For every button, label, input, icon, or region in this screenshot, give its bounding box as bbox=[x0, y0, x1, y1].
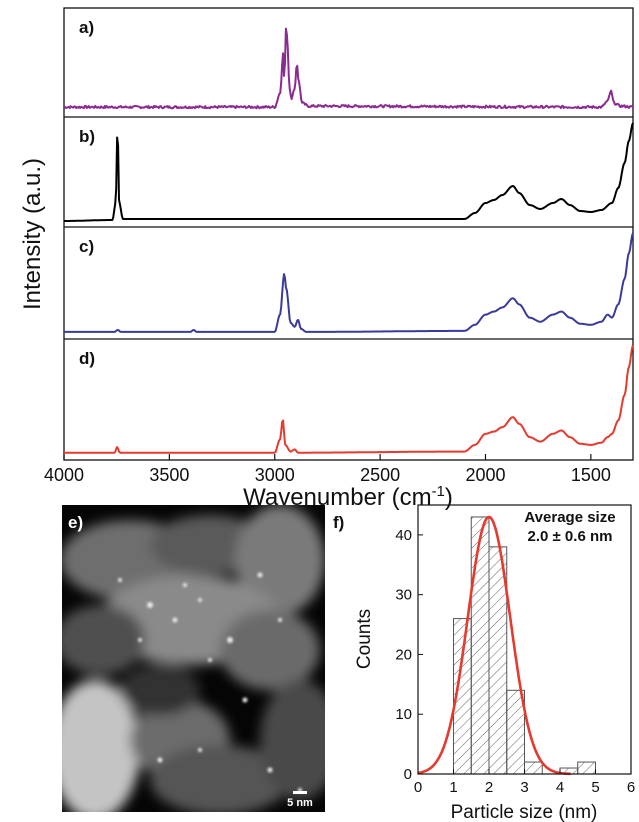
annotation-average-value: 2.0 ± 0.6 nm bbox=[528, 528, 613, 545]
histogram-ylabel: Counts bbox=[354, 609, 375, 669]
histogram-xlabel: Particle size (nm) bbox=[451, 802, 598, 822]
panel-label-b: b) bbox=[79, 127, 95, 146]
histogram-bar bbox=[577, 761, 596, 775]
hist-y-tick-label: 0 bbox=[404, 766, 412, 783]
x-tick-label: 2000 bbox=[465, 465, 505, 485]
histogram-bar bbox=[470, 516, 490, 775]
hist-x-tick-label: 4 bbox=[556, 779, 564, 796]
x-tick-label: 1500 bbox=[571, 465, 611, 485]
hist-x-tick-label: 5 bbox=[591, 779, 599, 796]
hist-y-tick-label: 20 bbox=[395, 646, 412, 663]
scale-bar-label: 5 nm bbox=[287, 797, 313, 809]
spectra-frame bbox=[63, 7, 634, 461]
hist-x-tick-label: 6 bbox=[627, 779, 635, 796]
hist-x-tick-label: 3 bbox=[520, 779, 528, 796]
panel-label-d: d) bbox=[79, 349, 95, 368]
ir-spectra-chart: a)b)c)d) 4000 3500 3000 2500 2000 1500 Wavenu… bbox=[19, 7, 634, 511]
annotation-average-size: Average size bbox=[524, 509, 615, 526]
panel-label-e: e) bbox=[68, 513, 83, 532]
spectra-ylabel: Intensity (a.u.) bbox=[19, 158, 46, 310]
panel-label-f: f) bbox=[333, 513, 344, 532]
hist-y-tick-label: 30 bbox=[395, 587, 412, 604]
hist-y-tick-label: 10 bbox=[395, 706, 412, 723]
spectrum-line-a bbox=[63, 27, 634, 110]
hist-x-tick-label: 1 bbox=[449, 779, 457, 796]
scale-bar bbox=[293, 791, 307, 794]
x-tick-label: 4000 bbox=[44, 465, 84, 485]
stem-image-texture bbox=[62, 505, 325, 812]
spectrum-line-c bbox=[63, 232, 634, 333]
x-tick-label: 3500 bbox=[149, 465, 189, 485]
panel-label-a: a) bbox=[79, 18, 94, 37]
histogram-bar bbox=[524, 761, 543, 775]
spectrum-line-d bbox=[63, 344, 634, 454]
panel-label-c: c) bbox=[79, 237, 94, 256]
hist-x-tick-label: 2 bbox=[485, 779, 493, 796]
spectrum-line-b bbox=[63, 122, 634, 222]
x-tick-label: 2500 bbox=[360, 465, 400, 485]
x-tick-label: 3000 bbox=[255, 465, 295, 485]
gaussian-fit-curve bbox=[417, 515, 571, 776]
stem-image-panel: e) 5 nm bbox=[62, 505, 325, 812]
hist-y-tick-label: 40 bbox=[395, 527, 412, 544]
hist-x-tick-label: 0 bbox=[414, 779, 422, 796]
